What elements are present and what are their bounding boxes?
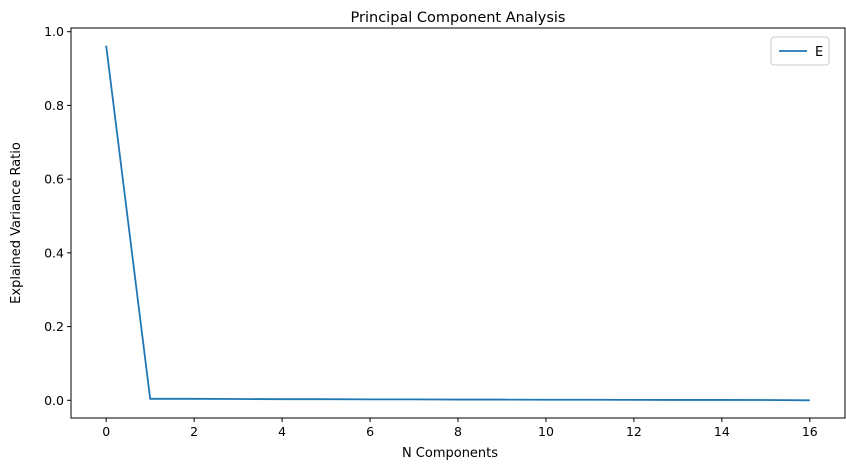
x-tick-label: 6 [366, 424, 374, 439]
x-tick-label: 8 [454, 424, 462, 439]
legend-series-label: E [815, 45, 823, 60]
y-tick-label: 0.4 [44, 245, 64, 260]
y-tick-label: 0.0 [44, 393, 64, 408]
x-tick-label: 10 [538, 424, 554, 439]
series-line [105, 45, 810, 402]
x-tick-label: 4 [278, 424, 286, 439]
axes-frame [70, 27, 846, 419]
x-axis-label: N Components [402, 446, 498, 461]
y-tick-label: 0.8 [44, 98, 64, 113]
chart-title: Principal Component Analysis [351, 10, 566, 26]
y-tick-label: 0.6 [44, 172, 64, 187]
y-tick-label: 1.0 [44, 24, 64, 39]
y-tick-label: 0.2 [44, 319, 64, 334]
x-tick-label: 12 [626, 424, 642, 439]
x-tick-label: 14 [714, 424, 730, 439]
x-tick-label: 2 [190, 424, 198, 439]
y-axis-label: Explained Variance Ratio [9, 142, 24, 304]
x-tick-label: 0 [102, 424, 110, 439]
x-tick-label: 16 [802, 424, 818, 439]
plot-area: 0 2 4 6 8 10 12 14 16 0.0 0.2 0.4 0.6 0.8 1.0 [44, 24, 818, 439]
legend: E [770, 36, 830, 66]
